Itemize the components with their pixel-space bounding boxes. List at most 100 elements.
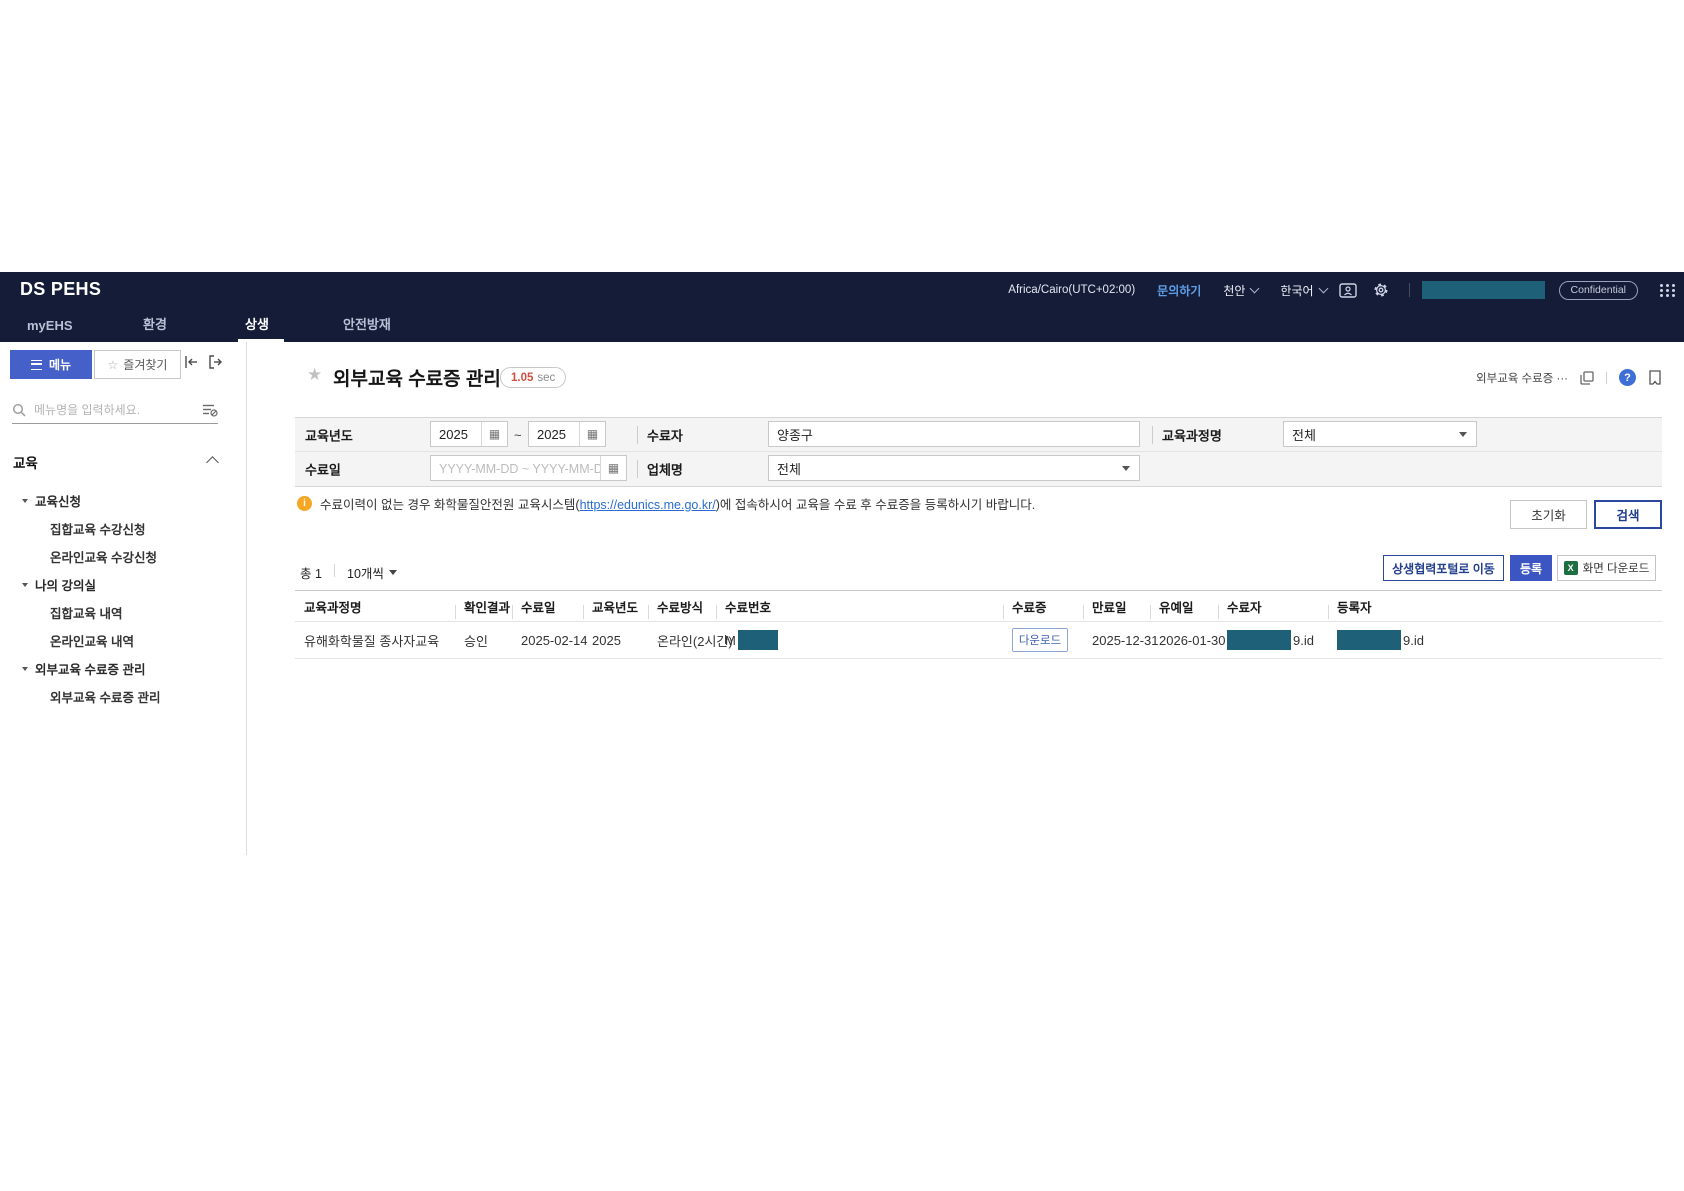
menu-search-placeholder: 메뉴명을 입력하세요. [34, 403, 141, 417]
cell-method: 온라인(2시간) [657, 633, 733, 649]
help-icon[interactable]: ? [1619, 369, 1636, 386]
tree-root-education[interactable]: 교육 [13, 456, 38, 471]
app-logo: DS PEHS [20, 279, 102, 299]
gear-icon[interactable] [1373, 282, 1389, 298]
trainee-field [768, 421, 1140, 447]
excel-icon: X [1563, 561, 1578, 575]
table-row[interactable]: 유해화학물질 종사자교육 승인 2025-02-14 2025 온라인(2시간)… [295, 622, 1662, 659]
education-year-to-field: ▦ [528, 421, 606, 447]
tab-sangsaeng[interactable]: 상생 [245, 317, 269, 332]
toolbar-divider [334, 564, 335, 577]
tab-myehs[interactable]: myEHS [27, 318, 73, 333]
completion-date-label: 수료일 [305, 462, 341, 478]
certificate-table: 교육과정명 확인결과 수료일 교육년도 수료방식 수료번호 수료증 만료일 유예… [295, 590, 1662, 659]
tree-arrow-icon [22, 582, 28, 587]
star-outline-icon: ☆ [107, 357, 119, 372]
total-count: 총 1 [300, 567, 322, 581]
course-select[interactable]: 전체 [1283, 421, 1477, 447]
reset-button[interactable]: 초기화 [1510, 500, 1587, 529]
dropdown-caret-icon [1122, 465, 1130, 471]
tab-anjeonbangjae[interactable]: 안전방재 [343, 317, 391, 332]
favorite-star-icon[interactable]: ★ [307, 365, 323, 384]
search-icon [12, 403, 26, 417]
calendar-icon[interactable]: ▦ [481, 422, 507, 446]
range-separator: ~ [514, 427, 522, 442]
education-year-from-field: ▦ [430, 421, 508, 447]
timezone-label: Africa/Cairo(UTC+02:00) [1008, 284, 1136, 296]
page-utilities: 외부교육 수료증 ··· ? [1476, 369, 1662, 386]
completion-date-input[interactable] [431, 460, 600, 476]
redacted-cert-number [737, 630, 778, 650]
edunics-link[interactable]: https://edunics.me.go.kr/ [579, 498, 716, 512]
tree-group-my-classroom[interactable]: 나의 강의실 [22, 576, 96, 593]
tree-item-group-training-apply[interactable]: 집합교육 수강신청 [50, 523, 146, 537]
bookmark-page-icon[interactable] [1648, 370, 1662, 385]
cell-registrant: 9.id [1328, 630, 1662, 650]
copy-icon[interactable] [1580, 370, 1594, 385]
col-completion-date: 수료일 [512, 597, 583, 619]
dropdown-caret-icon [388, 570, 397, 575]
cell-course-name: 유해화학물질 종사자교육 [304, 633, 440, 649]
tree-item-online-training-apply[interactable]: 온라인교육 수강신청 [50, 551, 157, 565]
screen-download-button[interactable]: X 화면 다운로드 [1557, 555, 1656, 581]
col-certificate: 수료증 [1003, 597, 1083, 619]
calendar-icon[interactable]: ▦ [600, 456, 626, 480]
register-button[interactable]: 등록 [1510, 555, 1552, 581]
tree-item-external-cert-mgmt[interactable]: 외부교육 수료증 관리 [50, 691, 161, 705]
title-divider [1606, 371, 1607, 384]
main-content: ★ 외부교육 수료증 관리 1.05 sec 외부교육 수료증 ··· ? 교육… [295, 342, 1662, 855]
redacted-user-name [1421, 281, 1545, 299]
tab-hwangyeong[interactable]: 환경 [143, 317, 167, 332]
menu-button[interactable]: 메뉴 [10, 350, 92, 379]
favorites-button[interactable]: ☆ 즐겨찾기 [94, 350, 181, 379]
header-utilities: Africa/Cairo(UTC+02:00) 문의하기 천안 한국어 Conf… [986, 278, 1676, 302]
cell-expire-date: 2025-12-31 [1092, 632, 1159, 648]
app-grid-icon[interactable] [1660, 283, 1676, 297]
sidebar-mode-buttons: 메뉴 ☆ 즐겨찾기 [10, 350, 181, 379]
filter-row-1: 교육년도 ▦ ~ ▦ 수료자 교육과정명 전체 [295, 418, 1662, 452]
chevron-up-icon[interactable] [206, 456, 219, 469]
search-button[interactable]: 검색 [1594, 500, 1662, 529]
breadcrumb: 외부교육 수료증 ··· [1476, 372, 1568, 385]
company-label: 업체명 [647, 462, 683, 478]
col-grace-date: 유예일 [1150, 597, 1218, 619]
tree-group-external-cert-mgmt[interactable]: 외부교육 수료증 관리 [22, 660, 145, 677]
tree-group-education-apply[interactable]: 교육신청 [22, 492, 81, 509]
menu-search-input[interactable]: 메뉴명을 입력하세요. [12, 396, 218, 424]
course-label: 교육과정명 [1162, 428, 1222, 443]
education-year-to-input[interactable] [529, 426, 579, 442]
exit-right-icon[interactable] [208, 355, 223, 369]
portal-move-button[interactable]: 상생협력포털로 이동 [1383, 555, 1504, 581]
page-title: 외부교육 수료증 관리 [333, 369, 501, 390]
cell-trainee: 9.id [1218, 630, 1328, 650]
page-size-select[interactable]: 10개씩 [347, 563, 397, 582]
tree-item-group-training-history[interactable]: 집합교육 내역 [50, 607, 123, 621]
tree-item-online-training-history[interactable]: 온라인교육 내역 [50, 635, 134, 649]
education-year-from-input[interactable] [431, 426, 481, 442]
id-card-icon[interactable] [1338, 282, 1357, 298]
calendar-icon[interactable]: ▦ [579, 422, 605, 446]
col-education-year: 교육년도 [583, 597, 648, 619]
certificate-download-button[interactable]: 다운로드 [1012, 628, 1068, 652]
trainee-input[interactable] [769, 426, 1139, 442]
cell-confirm-result: 승인 [464, 633, 488, 649]
tree-arrow-icon [22, 666, 28, 671]
main-navigation: myEHS 환경 상생 안전방재 [0, 308, 1684, 342]
col-method: 수료방식 [648, 597, 716, 619]
collapse-left-icon[interactable] [184, 355, 199, 369]
company-select[interactable]: 전체 [768, 455, 1140, 481]
language-selector[interactable]: 한국어 [1280, 282, 1328, 299]
cell-grace-date: 2026-01-30 [1159, 632, 1226, 648]
cell-completion-date: 2025-02-14 [521, 632, 588, 648]
filter-divider [1152, 426, 1153, 444]
inquiry-link[interactable]: 문의하기 [1157, 283, 1202, 298]
info-icon: i [297, 496, 312, 511]
education-year-label: 교육년도 [305, 428, 353, 443]
tree-arrow-icon [22, 498, 28, 503]
active-tab-indicator [238, 339, 284, 342]
plant-selector[interactable]: 천안 [1223, 282, 1260, 299]
sidebar-collapse-controls [184, 355, 223, 369]
redacted-trainee-id [1227, 630, 1291, 650]
search-filter-icon[interactable] [202, 403, 218, 417]
